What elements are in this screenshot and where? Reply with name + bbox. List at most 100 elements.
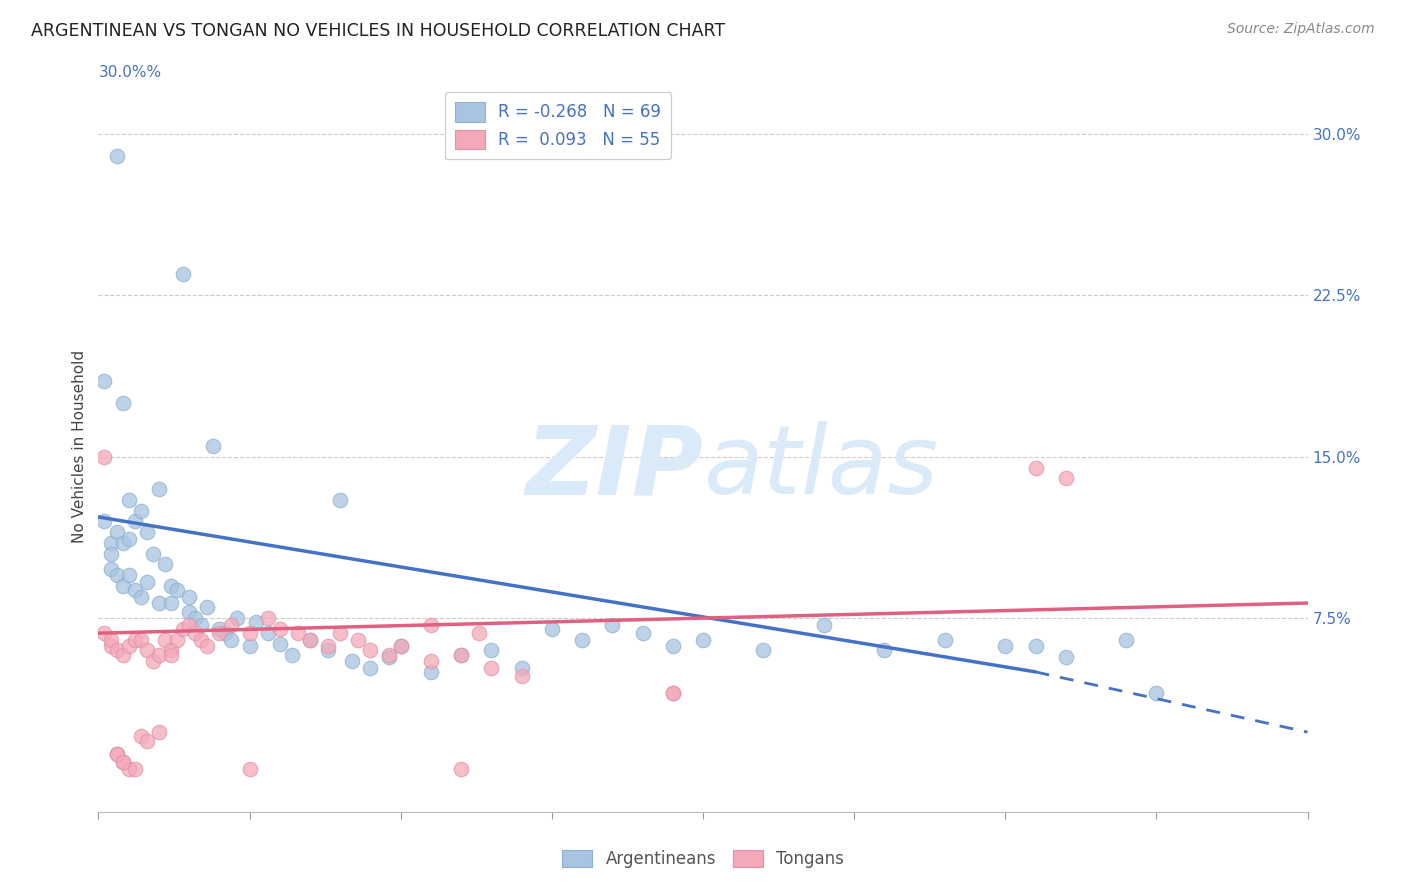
Point bbox=[111, 536, 134, 550]
Point bbox=[93, 626, 115, 640]
Point bbox=[1144, 686, 1167, 700]
Point bbox=[221, 632, 243, 647]
Point bbox=[100, 639, 122, 653]
Point bbox=[221, 617, 243, 632]
Point bbox=[994, 639, 1017, 653]
Point bbox=[111, 756, 134, 770]
Point bbox=[287, 626, 309, 640]
Point bbox=[208, 626, 231, 640]
Point bbox=[111, 648, 134, 662]
Point bbox=[160, 579, 183, 593]
Point bbox=[245, 615, 267, 630]
Point bbox=[208, 622, 231, 636]
Point bbox=[100, 536, 122, 550]
Point bbox=[269, 622, 291, 636]
Point bbox=[160, 596, 183, 610]
Point bbox=[1024, 639, 1046, 653]
Point bbox=[602, 617, 624, 632]
Point bbox=[256, 626, 278, 640]
Point bbox=[329, 626, 352, 640]
Point bbox=[661, 639, 683, 653]
Point bbox=[510, 669, 533, 683]
Point bbox=[239, 639, 262, 653]
Point bbox=[661, 686, 683, 700]
Point bbox=[100, 632, 122, 647]
Point bbox=[148, 596, 170, 610]
Point bbox=[1024, 460, 1046, 475]
Point bbox=[105, 747, 128, 761]
Point bbox=[93, 375, 115, 389]
Point bbox=[166, 632, 188, 647]
Point bbox=[450, 648, 472, 662]
Point bbox=[118, 532, 141, 546]
Point bbox=[1054, 471, 1077, 485]
Point bbox=[129, 503, 152, 517]
Point bbox=[129, 730, 152, 744]
Text: 30.0%%: 30.0%% bbox=[98, 65, 162, 80]
Point bbox=[124, 583, 146, 598]
Point bbox=[142, 654, 165, 668]
Point bbox=[129, 632, 152, 647]
Point bbox=[202, 439, 225, 453]
Point bbox=[111, 396, 134, 410]
Point bbox=[450, 762, 472, 776]
Point bbox=[179, 617, 201, 632]
Point bbox=[256, 611, 278, 625]
Point bbox=[124, 632, 146, 647]
Y-axis label: No Vehicles in Household: No Vehicles in Household bbox=[72, 350, 87, 542]
Text: atlas: atlas bbox=[703, 421, 938, 515]
Point bbox=[148, 725, 170, 739]
Point bbox=[190, 617, 212, 632]
Point bbox=[316, 643, 339, 657]
Point bbox=[118, 639, 141, 653]
Point bbox=[481, 643, 503, 657]
Point bbox=[160, 643, 183, 657]
Point bbox=[118, 762, 141, 776]
Point bbox=[752, 643, 775, 657]
Point bbox=[190, 632, 212, 647]
Point bbox=[226, 611, 249, 625]
Point bbox=[179, 590, 201, 604]
Point bbox=[342, 654, 364, 668]
Point bbox=[172, 267, 194, 281]
Point bbox=[934, 632, 956, 647]
Point bbox=[1115, 632, 1137, 647]
Point bbox=[105, 747, 128, 761]
Point bbox=[105, 568, 128, 582]
Point bbox=[195, 639, 218, 653]
Point bbox=[118, 492, 141, 507]
Point bbox=[631, 626, 654, 640]
Point bbox=[142, 547, 165, 561]
Text: Source: ZipAtlas.com: Source: ZipAtlas.com bbox=[1227, 22, 1375, 37]
Point bbox=[195, 600, 218, 615]
Point bbox=[184, 626, 207, 640]
Point bbox=[329, 492, 352, 507]
Point bbox=[111, 756, 134, 770]
Point bbox=[105, 524, 128, 539]
Point bbox=[179, 605, 201, 619]
Point bbox=[360, 643, 382, 657]
Point bbox=[420, 665, 443, 679]
Point bbox=[105, 643, 128, 657]
Point bbox=[239, 762, 262, 776]
Point bbox=[124, 514, 146, 528]
Point bbox=[93, 450, 115, 464]
Point bbox=[692, 632, 714, 647]
Point bbox=[540, 622, 562, 636]
Point bbox=[124, 762, 146, 776]
Point bbox=[389, 639, 412, 653]
Point bbox=[420, 617, 443, 632]
Legend: Argentineans, Tongans: Argentineans, Tongans bbox=[555, 843, 851, 875]
Point bbox=[184, 611, 207, 625]
Point bbox=[299, 632, 322, 647]
Point bbox=[214, 626, 236, 640]
Point bbox=[135, 643, 157, 657]
Point bbox=[93, 514, 115, 528]
Point bbox=[129, 590, 152, 604]
Point bbox=[450, 648, 472, 662]
Point bbox=[281, 648, 304, 662]
Point bbox=[316, 639, 339, 653]
Point bbox=[299, 632, 322, 647]
Point bbox=[148, 482, 170, 496]
Point bbox=[377, 649, 399, 664]
